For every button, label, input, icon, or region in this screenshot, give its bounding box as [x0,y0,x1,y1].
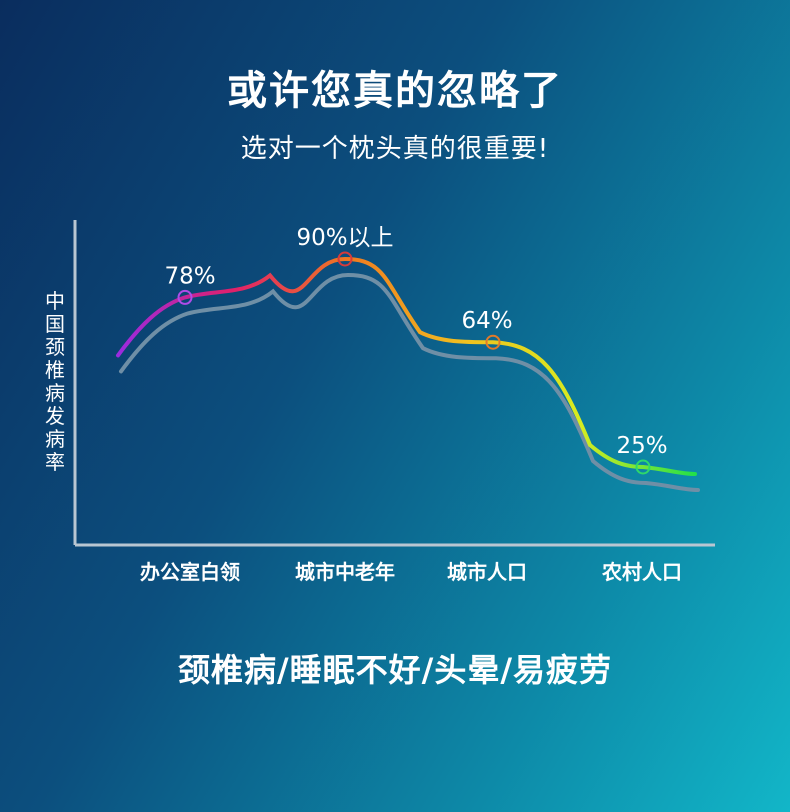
page-title: 或许您真的忽略了 [227,68,563,114]
tagline: 颈椎病/睡眠不好/头晕/易疲劳 [177,651,613,689]
category-label: 城市人口 [447,560,527,584]
data-label: 90%以上 [296,225,393,251]
category-label: 城市中老年 [295,560,395,584]
data-point-marker [177,289,193,305]
curve-shadow [119,272,700,492]
data-point-marker [635,459,651,475]
category-label: 农村人口 [601,560,682,584]
data-point-marker [485,334,501,350]
data-label: 78% [164,263,215,289]
data-label: 64% [461,308,512,334]
curve-line [116,256,697,476]
data-label: 25% [616,433,667,459]
y-axis-label: 中国颈椎病发病率 [45,289,65,474]
page-subtitle: 选对一个枕头真的很重要! [240,134,550,164]
category-label: 办公室白领 [140,560,240,584]
data-point-marker [337,251,353,267]
